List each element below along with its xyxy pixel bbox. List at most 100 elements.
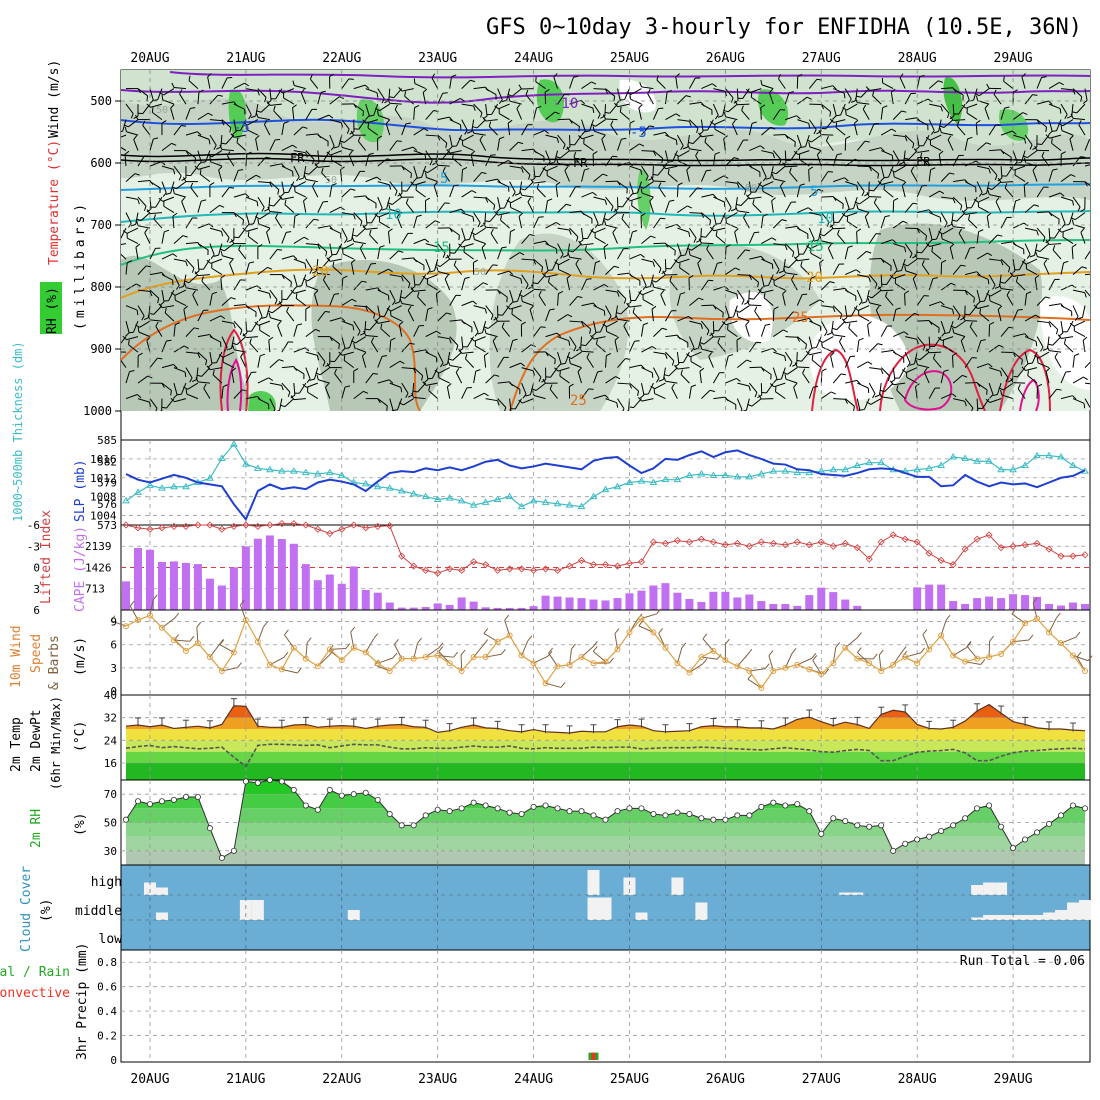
upper-wind-barb-flag [494, 211, 499, 216]
lifted-index-marker [661, 539, 670, 547]
upper-wind-barb-flag [536, 106, 542, 109]
upper-wind-barb-flag [398, 87, 403, 92]
upper-wind-barb-shaft [522, 398, 534, 404]
upper-wind-barb-flag [484, 308, 488, 314]
wind10-barb-flag [283, 651, 289, 658]
upper-wind-barb-shaft [377, 356, 383, 368]
upper-wind-barb-flag [578, 240, 583, 246]
upper-wind-barb-shaft [257, 156, 267, 167]
upper-wind-barb-flag [401, 190, 407, 192]
upper-wind-barb-flag [741, 409, 747, 411]
cloud-level-middle: middle [75, 904, 122, 919]
upper-wind-barb-flag [830, 352, 835, 357]
upper-wind-barb-flag [205, 360, 208, 366]
upper-wind-barb-shaft [198, 165, 211, 170]
upper-wind-barb-flag [1042, 236, 1046, 243]
upper-wind-barb-shaft [497, 357, 505, 368]
upper-wind-barb-flag [638, 291, 643, 296]
upper-wind-barb-flag [792, 251, 795, 258]
cloud-block-middle [1007, 915, 1020, 920]
upper-wind-barb-shaft [365, 373, 374, 384]
thickness-marker [1021, 461, 1029, 468]
upper-wind-barb-flag [370, 337, 375, 343]
upper-wind-barb-shaft [1060, 262, 1065, 275]
upper-wind-barb-shaft [555, 185, 559, 198]
upper-wind-barb-shaft [833, 119, 846, 123]
upper-wind-barb-flag [964, 401, 967, 407]
upper-wind-barb-flag [771, 237, 777, 241]
precip-tick-label: 0.8 [97, 956, 117, 969]
upper-wind-barb-flag [1081, 266, 1087, 269]
upper-wind-barb-flag [891, 128, 897, 133]
upper-wind-barb-shaft [469, 227, 475, 240]
upper-wind-barb-shaft [647, 93, 654, 105]
upper-wind-barb-shaft [665, 310, 672, 322]
upper-wind-barb-flag [637, 397, 643, 402]
upper-wind-barb-shaft [155, 196, 163, 208]
upper-wind-barb-flag [248, 114, 252, 120]
upper-wind-barb-shaft [197, 351, 208, 361]
contour-label-5-b: 5 [810, 184, 818, 200]
upper-wind-barb-shaft [294, 85, 306, 90]
upper-wind-barb-shaft [332, 266, 343, 275]
upper-wind-barb-shaft [317, 114, 330, 121]
upper-wind-barb-flag [856, 228, 862, 233]
wind10-barb-flag [560, 682, 566, 688]
upper-wind-barb-shaft [1060, 305, 1072, 312]
upper-wind-barb-shaft [527, 201, 535, 213]
upper-wind-barb-flag [194, 271, 199, 276]
upper-wind-barb-flag [525, 89, 529, 95]
upper-wind-barb-shaft [868, 165, 879, 175]
upper-wind-barb-flag [278, 301, 283, 306]
upper-wind-barb-shaft [137, 398, 150, 403]
upper-wind-barb-shaft [390, 305, 402, 312]
upper-wind-barb-shaft [305, 367, 311, 379]
upper-wind-barb-flag [661, 164, 667, 170]
upper-wind-barb-flag [569, 383, 574, 388]
lifted-index-marker [194, 521, 202, 529]
upper-wind-barb-flag [647, 89, 651, 94]
upper-wind-barb-shaft [391, 196, 403, 205]
upper-wind-barb-shaft [949, 247, 954, 260]
upper-wind-barb-flag [698, 238, 702, 244]
wind10-barb-flag [500, 648, 506, 655]
upper-wind-barb-shaft [485, 196, 496, 206]
upper-wind-barb-shaft [869, 257, 882, 260]
wind10-barb-flag [350, 626, 356, 633]
upper-wind-barb-shaft [437, 164, 450, 167]
upper-wind-barb-flag [374, 213, 379, 218]
upper-wind-barb-shaft [629, 143, 640, 152]
upper-wind-barb-shaft [185, 327, 195, 337]
upper-wind-barb-flag [811, 347, 817, 349]
upper-wind-barb-shaft [1048, 279, 1056, 291]
upper-wind-barb-flag [362, 119, 367, 124]
upper-wind-barb-shaft [881, 181, 894, 185]
upper-wind-barb-shaft [671, 387, 678, 399]
upper-wind-barb-flag [771, 173, 775, 180]
upper-wind-barb-shaft [200, 173, 211, 182]
upper-wind-barb-flag [464, 238, 470, 241]
upper-wind-barb-flag [165, 192, 171, 195]
wind10-barb-flag [593, 641, 598, 647]
upper-wind-barb-shaft [329, 227, 341, 234]
upper-wind-barb-shaft [825, 140, 834, 151]
upper-wind-barb-flag [951, 219, 957, 222]
upper-wind-barb-shaft [201, 367, 211, 377]
upper-wind-barb-shaft [641, 398, 654, 402]
upper-wind-barb-flag [949, 243, 955, 248]
upper-wind-barb-shaft [675, 76, 678, 89]
upper-wind-barb-shaft [989, 300, 1002, 307]
upper-wind-barb-flag [306, 378, 311, 384]
upper-wind-barb-flag [867, 295, 873, 299]
upper-wind-barb-shaft [606, 331, 618, 338]
rh2m-marker [650, 811, 657, 818]
upper-wind-barb-shaft [715, 235, 726, 244]
upper-wind-barb-flag [206, 365, 211, 371]
upper-wind-barb-shaft [916, 185, 923, 198]
upper-wind-barb-flag [417, 291, 420, 297]
wind10-marker [338, 657, 345, 664]
upper-wind-barb-shaft [587, 227, 594, 239]
upper-wind-barb-shaft [916, 76, 921, 89]
rh-dry-pocket-4 [729, 292, 773, 343]
wind10-marker [1022, 620, 1029, 627]
